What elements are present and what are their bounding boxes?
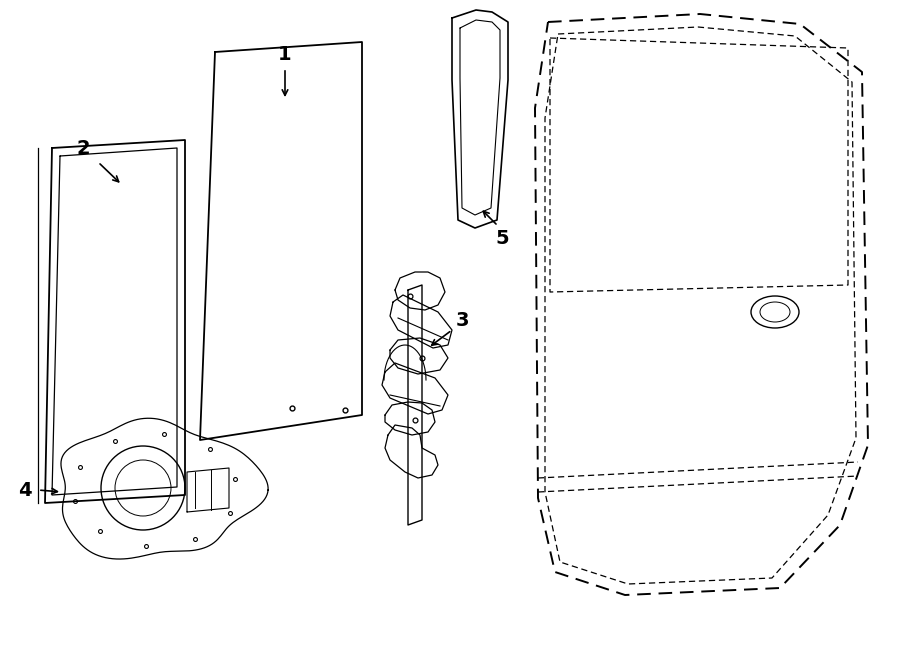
Text: 4: 4 [18,481,32,500]
Text: 2: 2 [76,139,90,157]
Text: 3: 3 [455,311,469,329]
Text: 5: 5 [495,229,508,247]
Text: 1: 1 [278,46,292,65]
